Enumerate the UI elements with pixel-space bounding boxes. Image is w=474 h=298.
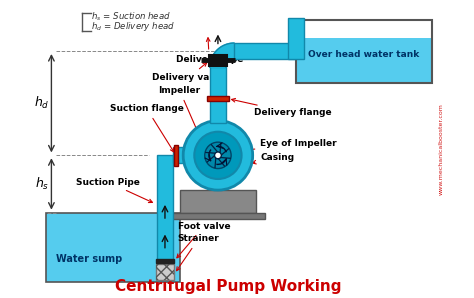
Text: $h_d$ = Delivery head: $h_d$ = Delivery head [91, 21, 175, 33]
Bar [296, 20, 432, 83]
Circle shape [194, 132, 242, 179]
Bar [155, 264, 174, 280]
Bar [180, 190, 256, 213]
Text: $h_d$: $h_d$ [34, 95, 50, 111]
Text: www.mechanicalbooster.com: www.mechanicalbooster.com [439, 103, 444, 195]
Bar [46, 212, 180, 283]
Bar [173, 147, 183, 163]
Text: Impeller: Impeller [159, 86, 204, 145]
Text: $h_s$ = Suction head: $h_s$ = Suction head [91, 10, 171, 23]
Circle shape [205, 142, 231, 169]
Circle shape [183, 121, 253, 190]
Bar [155, 264, 174, 280]
Text: $h_s$: $h_s$ [35, 176, 49, 192]
Bar [174, 145, 178, 166]
Text: Suction Pipe: Suction Pipe [76, 178, 153, 203]
Text: Over head water tank: Over head water tank [309, 50, 420, 59]
Text: Eye of Impeller: Eye of Impeller [227, 139, 337, 154]
Bar [209, 55, 227, 66]
Text: Delivery valve: Delivery valve [152, 63, 225, 82]
Text: Strainer: Strainer [177, 234, 219, 271]
Text: Suction flange: Suction flange [110, 104, 184, 152]
Polygon shape [210, 43, 234, 67]
Text: Delivery flange: Delivery flange [232, 98, 332, 117]
Text: Delivery pipe: Delivery pipe [175, 38, 243, 64]
Text: Casing: Casing [252, 153, 294, 164]
Bar [157, 155, 173, 280]
Bar [207, 97, 228, 101]
Bar [296, 38, 432, 83]
Circle shape [215, 152, 221, 159]
Bar [171, 213, 264, 219]
Bar [234, 43, 296, 59]
Bar [155, 259, 174, 263]
Text: Foot valve: Foot valve [177, 222, 230, 258]
Text: Centrifugal Pump Working: Centrifugal Pump Working [115, 279, 342, 294]
Bar [210, 67, 226, 123]
Bar [288, 18, 304, 59]
Text: Water sump: Water sump [55, 254, 122, 264]
